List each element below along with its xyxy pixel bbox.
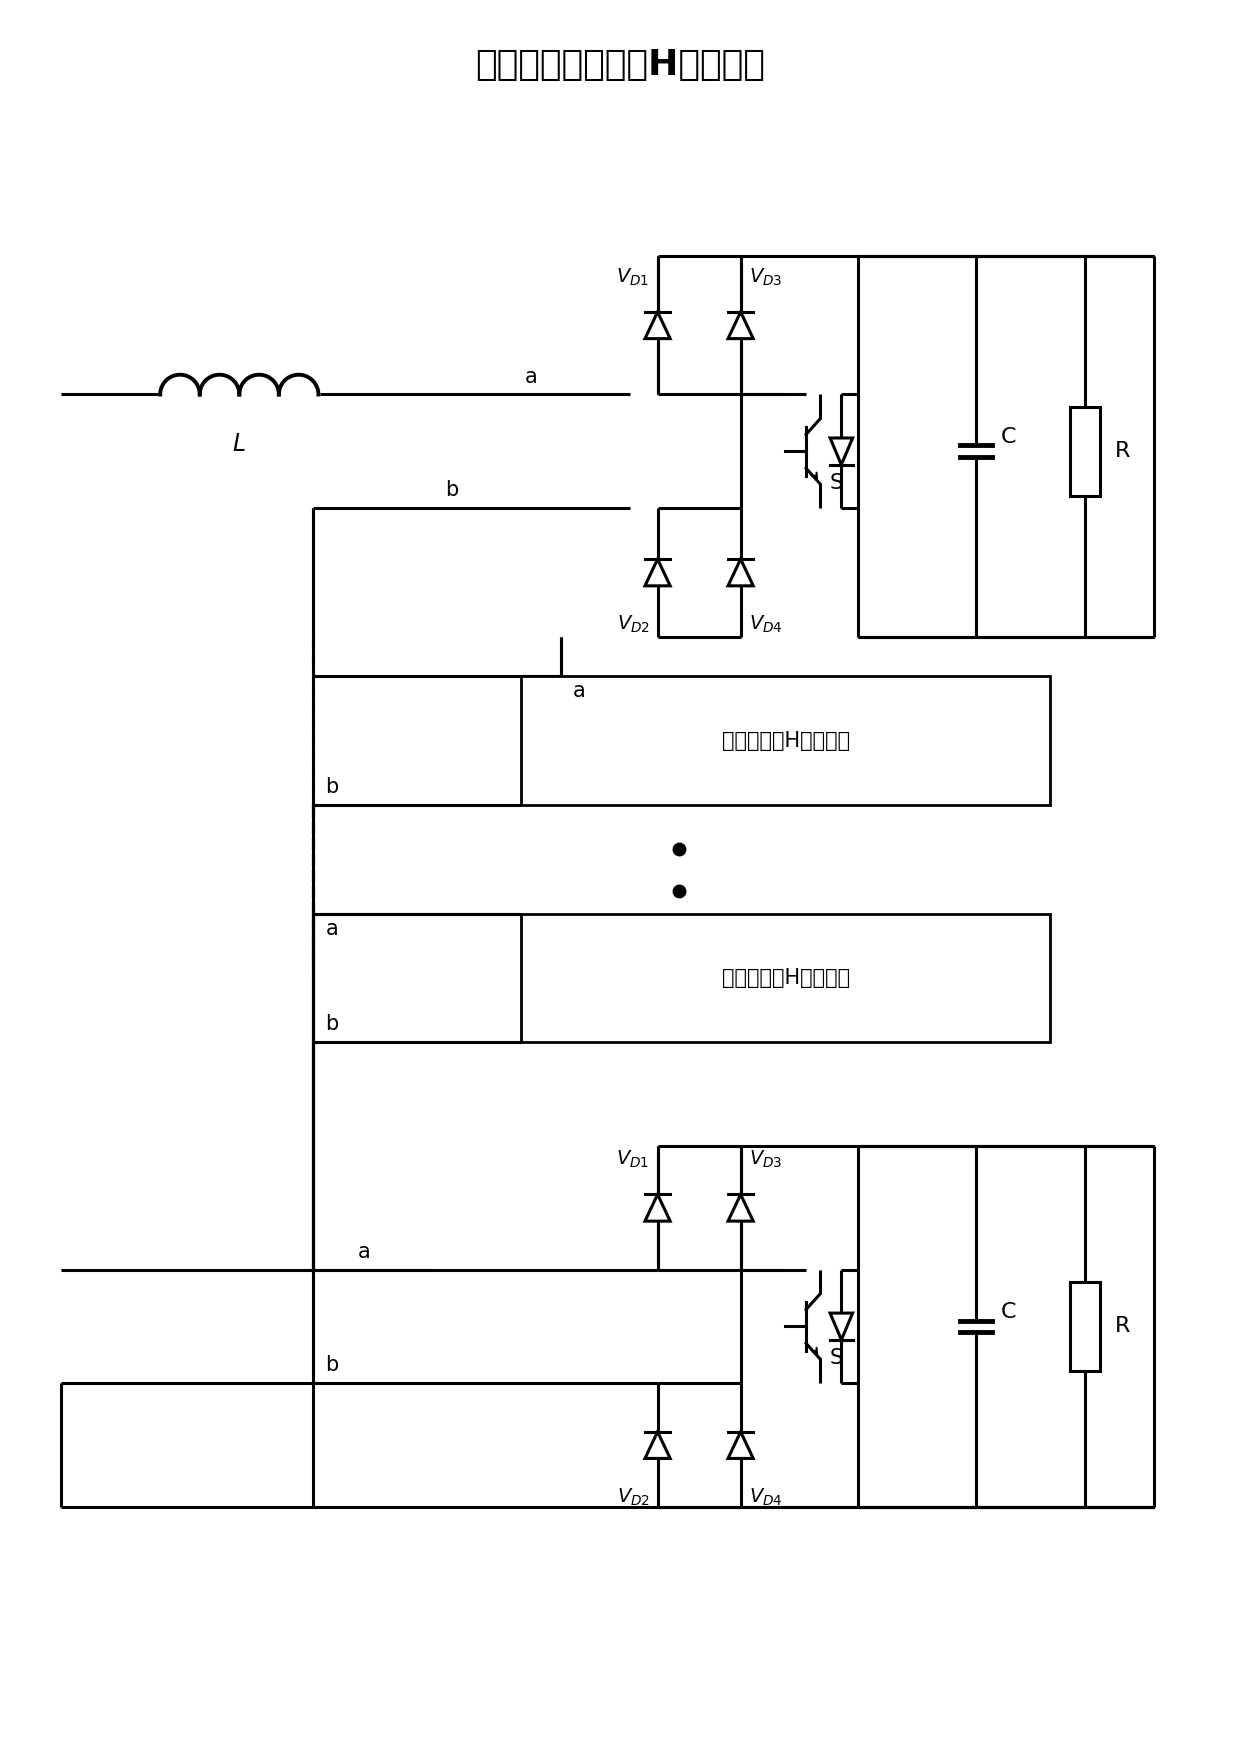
Polygon shape bbox=[728, 559, 753, 586]
Text: a: a bbox=[325, 918, 339, 939]
Text: S: S bbox=[830, 1347, 843, 1369]
Text: $V_{D2}$: $V_{D2}$ bbox=[616, 614, 650, 635]
Polygon shape bbox=[830, 438, 853, 464]
Text: S: S bbox=[830, 473, 843, 493]
Text: R: R bbox=[1115, 1316, 1130, 1337]
Text: C: C bbox=[1001, 426, 1017, 447]
Text: $V_{D1}$: $V_{D1}$ bbox=[616, 266, 650, 288]
Polygon shape bbox=[728, 311, 753, 339]
Polygon shape bbox=[645, 311, 670, 339]
Bar bbox=[1070, 406, 1100, 496]
Text: 单相二极管H桥变流器: 单相二极管H桥变流器 bbox=[722, 967, 849, 989]
Text: a: a bbox=[573, 681, 585, 702]
Bar bbox=[521, 913, 1050, 1041]
Text: L: L bbox=[233, 433, 246, 456]
Text: a: a bbox=[358, 1242, 371, 1261]
Bar bbox=[521, 675, 1050, 806]
Text: C: C bbox=[1001, 1302, 1017, 1321]
Polygon shape bbox=[645, 559, 670, 586]
Text: 级联式单相二极管H桥变流器: 级联式单相二极管H桥变流器 bbox=[475, 49, 765, 83]
Text: $V_{D3}$: $V_{D3}$ bbox=[749, 266, 782, 288]
Polygon shape bbox=[645, 1194, 670, 1221]
Bar bbox=[1070, 1282, 1100, 1370]
Text: 单相二极管H桥变流器: 单相二极管H桥变流器 bbox=[722, 730, 849, 751]
Polygon shape bbox=[830, 1312, 853, 1340]
Polygon shape bbox=[645, 1432, 670, 1458]
Text: a: a bbox=[525, 366, 537, 387]
Text: b: b bbox=[445, 480, 459, 500]
Text: $V_{D2}$: $V_{D2}$ bbox=[616, 1486, 650, 1507]
Text: b: b bbox=[325, 1356, 339, 1376]
Text: $V_{D4}$: $V_{D4}$ bbox=[749, 1486, 782, 1507]
Polygon shape bbox=[728, 1432, 753, 1458]
Text: R: R bbox=[1115, 442, 1130, 461]
Polygon shape bbox=[728, 1194, 753, 1221]
Text: $V_{D3}$: $V_{D3}$ bbox=[749, 1149, 782, 1170]
Text: b: b bbox=[325, 1015, 339, 1034]
Text: $V_{D4}$: $V_{D4}$ bbox=[749, 614, 782, 635]
Text: b: b bbox=[325, 777, 339, 797]
Text: $V_{D1}$: $V_{D1}$ bbox=[616, 1149, 650, 1170]
